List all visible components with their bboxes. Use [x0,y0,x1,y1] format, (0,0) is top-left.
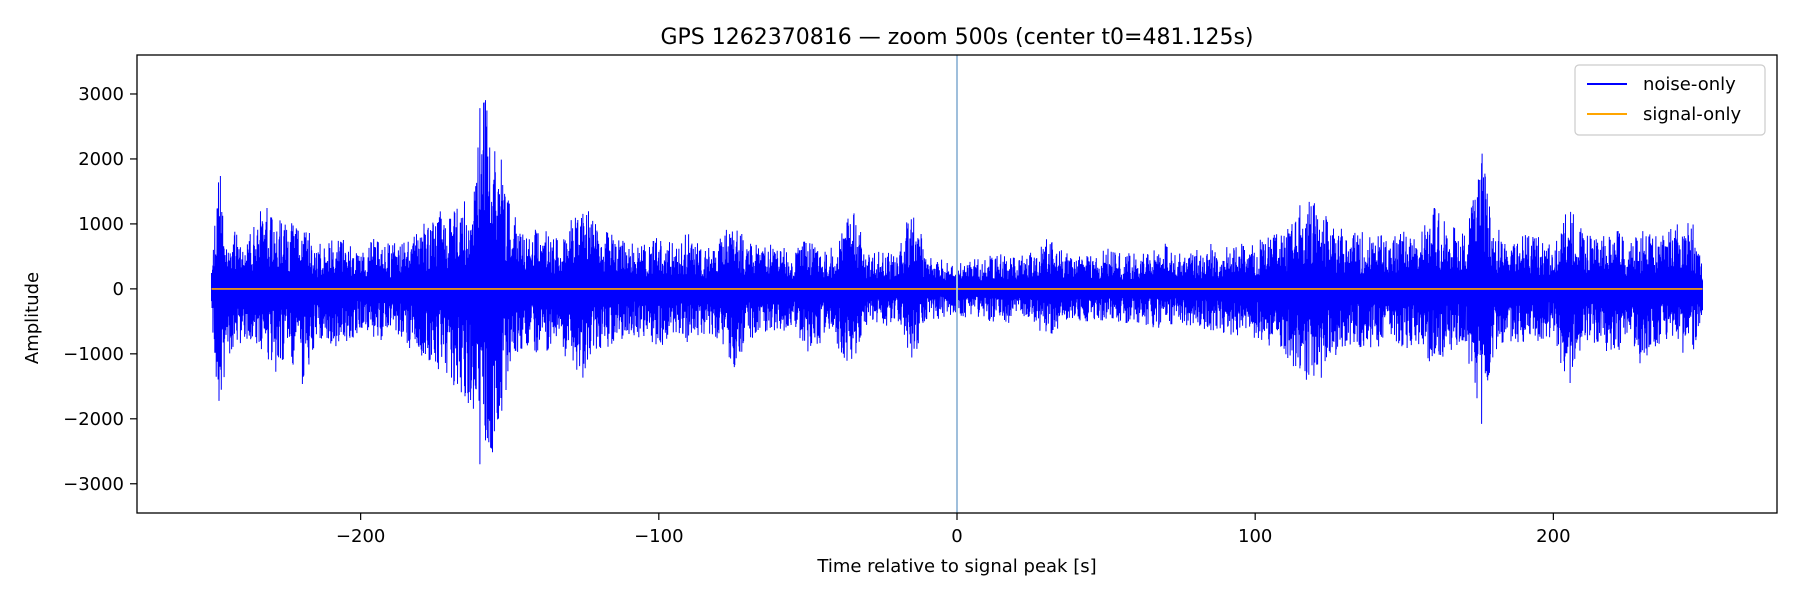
x-axis-label: Time relative to signal peak [s] [816,556,1096,577]
x-tick-label: 200 [1536,526,1570,547]
y-axis: −3000 −2000 −1000 0 1000 2000 3000 [63,84,137,495]
legend-box [1574,64,1766,136]
legend: noise-only signal-only [1574,64,1766,136]
legend-label-noise-only: noise-only [1643,74,1736,95]
y-tick-label: −3000 [63,474,124,495]
x-axis: −200 −100 0 100 200 [336,513,1571,547]
legend-label-signal-only: signal-only [1643,104,1741,125]
x-tick-label: 0 [951,526,962,547]
y-axis-label: Amplitude [22,272,43,364]
y-tick-label: 3000 [78,84,124,105]
y-tick-label: 1000 [78,214,124,235]
y-tick-label: 0 [113,279,124,300]
chart-title: GPS 1262370816 — zoom 500s (center t0=48… [660,25,1253,50]
y-tick-label: −2000 [63,409,124,430]
plot-area [136,54,1778,514]
y-tick-label: 2000 [78,149,124,170]
x-tick-label: −200 [336,526,385,547]
y-tick-label: −1000 [63,344,124,365]
x-tick-label: 100 [1238,526,1272,547]
x-tick-label: −100 [634,526,683,547]
